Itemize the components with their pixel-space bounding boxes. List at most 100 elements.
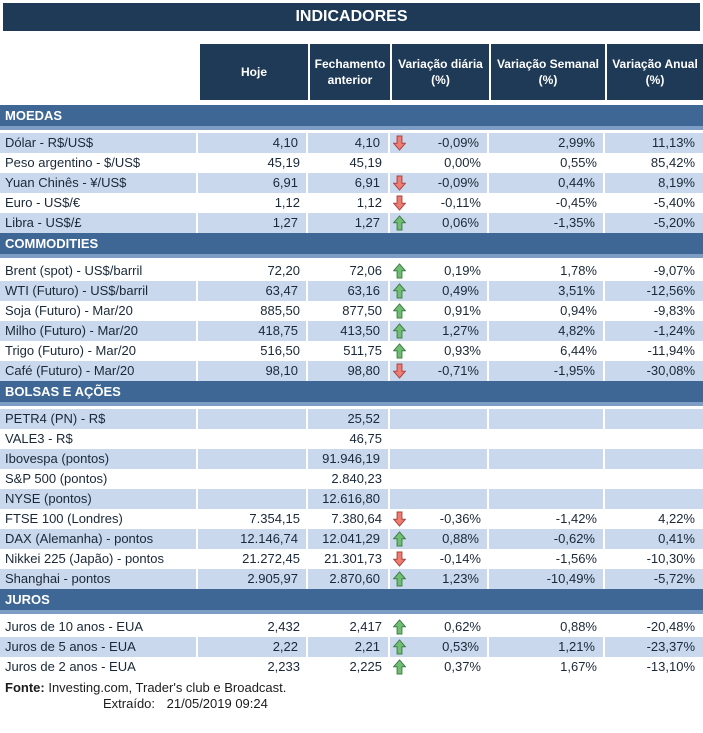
row-label: Libra - US$/£ bbox=[0, 213, 198, 233]
cell-variacao-diaria: 0,37% bbox=[390, 657, 489, 677]
row-label: PETR4 (PN) - R$ bbox=[0, 409, 198, 429]
column-header-variacao-semanal: Variação Semanal (%) bbox=[489, 44, 605, 100]
table-row: Trigo (Futuro) - Mar/20 516,50 511,75 0,93%… bbox=[0, 341, 703, 361]
cell-variacao-anual: 4,22% bbox=[658, 511, 695, 526]
table-row: Shanghai - pontos 2.905,97 2.870,60 1,23% -1… bbox=[0, 569, 703, 589]
section-header-underline bbox=[0, 126, 703, 130]
row-label: Milho (Futuro) - Mar/20 bbox=[0, 321, 198, 341]
row-label: Café (Futuro) - Mar/20 bbox=[0, 361, 198, 381]
down-arrow-icon bbox=[393, 551, 406, 567]
cell-fechamento-anterior: 12.616,80 bbox=[308, 489, 390, 509]
table-row: VALE3 - R$ 46,75 bbox=[0, 429, 703, 449]
cell-variacao-anual: -20,48% bbox=[646, 619, 695, 634]
cell-variacao-diaria: 1,27% bbox=[390, 321, 489, 341]
cell-variacao-anual: -9,83% bbox=[653, 303, 695, 318]
cell-variacao-semanal: 0,88% bbox=[560, 619, 597, 634]
cell-variacao-anual: -30,08% bbox=[605, 361, 703, 381]
cell-variacao-diaria bbox=[390, 449, 489, 469]
cell-fechamento-anterior: 12.041,29 bbox=[308, 529, 390, 549]
cell-variacao-semanal: 1,78% bbox=[560, 263, 597, 278]
row-label: Yuan Chinês - ¥/US$ bbox=[0, 173, 198, 193]
row-label: Peso argentino - $/US$ bbox=[5, 155, 141, 170]
cell-fechamento-anterior: 21.301,73 bbox=[324, 551, 382, 566]
cell-hoje: 4,10 bbox=[198, 133, 308, 153]
cell-variacao-diaria: 0,19% bbox=[390, 261, 489, 281]
cell-variacao-anual: -10,30% bbox=[646, 551, 695, 566]
table-row: Libra - US$/£ 1,27 1,27 0,06% -1,35% -5,20% bbox=[0, 213, 703, 233]
cell-variacao-semanal: 6,44% bbox=[560, 343, 597, 358]
cell-hoje: 2,233 bbox=[267, 659, 300, 674]
cell-variacao-diaria bbox=[390, 409, 489, 429]
up-arrow-icon bbox=[393, 215, 406, 231]
cell-variacao-anual: 8,19% bbox=[605, 173, 703, 193]
row-label: Euro - US$/€ bbox=[5, 195, 81, 210]
cell-hoje: 12.146,74 bbox=[198, 529, 308, 549]
cell-variacao-diaria: 0,93% bbox=[390, 341, 489, 361]
cell-variacao-anual: -11,94% bbox=[647, 343, 695, 358]
cell-hoje: 45,19 bbox=[267, 155, 300, 170]
cell-variacao-diaria: 0,62% bbox=[390, 617, 489, 637]
cell-variacao-semanal: 1,21% bbox=[489, 637, 605, 657]
cell-hoje: 63,47 bbox=[198, 281, 308, 301]
column-header-hoje: Hoje bbox=[198, 44, 308, 100]
table-row: Juros de 5 anos - EUA 2,22 2,21 0,53% 1,21% -… bbox=[0, 637, 703, 657]
table-row: NYSE (pontos) 12.616,80 bbox=[0, 489, 703, 509]
cell-fechamento-anterior: 45,19 bbox=[349, 155, 382, 170]
table-row: DAX (Alemanha) - pontos 12.146,74 12.041,2… bbox=[0, 529, 703, 549]
cell-hoje bbox=[198, 429, 308, 449]
cell-hoje: 98,10 bbox=[198, 361, 308, 381]
table-row: Brent (spot) - US$/barril 72,20 72,06 0,19%… bbox=[0, 261, 703, 281]
cell-hoje: 7.354,15 bbox=[249, 511, 300, 526]
cell-variacao-semanal: 3,51% bbox=[489, 281, 605, 301]
table-body: MOEDAS Dólar - R$/US$ 4,10 4,10 -0,09% 2,99% 1… bbox=[0, 105, 703, 677]
cell-hoje: 1,27 bbox=[198, 213, 308, 233]
cell-fechamento-anterior: 511,75 bbox=[343, 343, 382, 358]
row-label: Nikkei 225 (Japão) - pontos bbox=[5, 551, 164, 566]
cell-variacao-diaria: -0,71% bbox=[390, 361, 489, 381]
section-header-moedas: MOEDAS bbox=[0, 105, 703, 126]
table-row: PETR4 (PN) - R$ 25,52 bbox=[0, 409, 703, 429]
cell-variacao-diaria: -0,14% bbox=[390, 549, 489, 569]
table-row: Yuan Chinês - ¥/US$ 6,91 6,91 -0,09% 0,44% 8,… bbox=[0, 173, 703, 193]
cell-variacao-semanal: 0,55% bbox=[560, 155, 597, 170]
up-arrow-icon bbox=[393, 571, 406, 587]
indicators-report: INDICADORES Hoje Fechamento anterior Var… bbox=[0, 3, 703, 711]
cell-variacao-semanal: -1,35% bbox=[489, 213, 605, 233]
cell-variacao-diaria: 0,06% bbox=[390, 213, 489, 233]
up-arrow-icon bbox=[393, 343, 406, 359]
column-header-row: Hoje Fechamento anterior Variação diária… bbox=[0, 44, 703, 100]
cell-variacao-anual bbox=[605, 489, 703, 509]
cell-fechamento-anterior: 25,52 bbox=[308, 409, 390, 429]
cell-variacao-anual bbox=[605, 469, 703, 489]
cell-fechamento-anterior: 1,27 bbox=[308, 213, 390, 233]
cell-fechamento-anterior: 2.840,23 bbox=[331, 471, 382, 486]
row-label: Trigo (Futuro) - Mar/20 bbox=[5, 343, 136, 358]
table-row: Nikkei 225 (Japão) - pontos 21.272,45 21.3… bbox=[0, 549, 703, 569]
page-title: INDICADORES bbox=[3, 3, 700, 31]
row-label: Dólar - R$/US$ bbox=[0, 133, 198, 153]
section-gap bbox=[0, 130, 703, 133]
cell-variacao-semanal: 0,94% bbox=[560, 303, 597, 318]
cell-variacao-anual: -5,40% bbox=[653, 195, 695, 210]
section-header-underline bbox=[0, 254, 703, 258]
cell-variacao-anual: 0,41% bbox=[605, 529, 703, 549]
row-label: FTSE 100 (Londres) bbox=[5, 511, 123, 526]
cell-fechamento-anterior: 2,225 bbox=[349, 659, 382, 674]
cell-fechamento-anterior: 46,75 bbox=[349, 431, 382, 446]
extracted-line: Extraído: 21/05/2019 09:24 bbox=[5, 696, 703, 711]
row-label: S&P 500 (pontos) bbox=[5, 471, 108, 486]
up-arrow-icon bbox=[393, 659, 406, 675]
cell-hoje: 1,12 bbox=[274, 195, 300, 210]
cell-variacao-diaria: -0,09% bbox=[390, 173, 489, 193]
cell-hoje: 2,22 bbox=[198, 637, 308, 657]
cell-variacao-anual: -23,37% bbox=[605, 637, 703, 657]
row-label: Juros de 5 anos - EUA bbox=[0, 637, 198, 657]
cell-variacao-semanal bbox=[489, 489, 605, 509]
column-header-fechamento-anterior: Fechamento anterior bbox=[308, 44, 390, 100]
cell-variacao-semanal: -1,56% bbox=[555, 551, 597, 566]
table-row: S&P 500 (pontos) 2.840,23 bbox=[0, 469, 703, 489]
section-gap bbox=[0, 258, 703, 261]
cell-variacao-diaria bbox=[390, 429, 489, 449]
up-arrow-icon bbox=[393, 323, 406, 339]
table-row: Café (Futuro) - Mar/20 98,10 98,80 -0,71% -1… bbox=[0, 361, 703, 381]
